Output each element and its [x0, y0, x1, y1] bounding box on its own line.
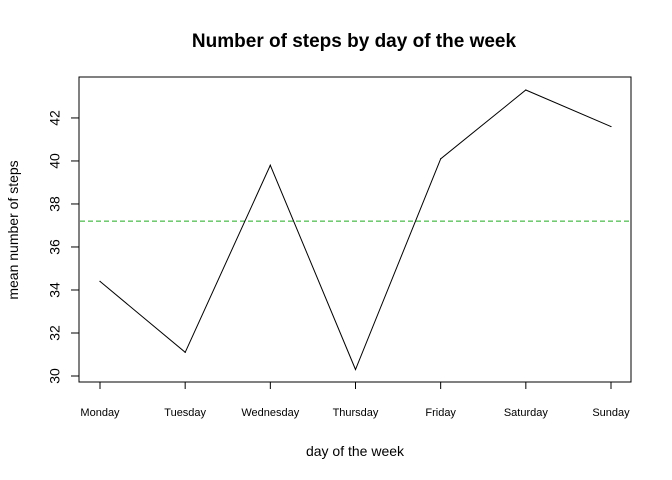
- y-tick-label: 34: [47, 282, 63, 298]
- x-tick-label: Tuesday: [164, 407, 206, 419]
- x-tick-label: Sunday: [592, 407, 630, 419]
- x-tick-label: Thursday: [333, 407, 379, 419]
- y-tick-label: 38: [47, 196, 63, 212]
- y-tick-label: 36: [47, 239, 63, 255]
- data-point: [269, 164, 271, 166]
- data-point: [440, 158, 442, 160]
- series-layer: [99, 89, 612, 371]
- data-point: [184, 351, 186, 353]
- data-point: [525, 89, 527, 91]
- y-axis: 30 32 34 36 38 40 42: [47, 110, 80, 384]
- data-point: [610, 125, 612, 128]
- x-tick-label: Saturday: [504, 407, 549, 419]
- y-axis-title: mean number of steps: [5, 160, 21, 299]
- y-tick-label: 42: [47, 110, 63, 126]
- y-tick-label: 40: [47, 153, 63, 169]
- x-axis-title: day of the week: [306, 443, 405, 459]
- data-point: [354, 368, 357, 371]
- x-tick-label: Wednesday: [241, 407, 299, 419]
- data-point: [99, 280, 101, 282]
- plot-frame: [78, 76, 632, 383]
- x-axis: Monday Tuesday Wednesday Thursday Friday Satu…: [80, 381, 630, 419]
- y-tick-label: 30: [47, 368, 63, 384]
- y-tick-label: 32: [47, 325, 63, 341]
- x-tick-label: Monday: [80, 407, 120, 419]
- series-line: [99, 89, 612, 371]
- x-tick-label: Friday: [425, 407, 456, 419]
- chart-title: Number of steps by day of the week: [192, 31, 517, 52]
